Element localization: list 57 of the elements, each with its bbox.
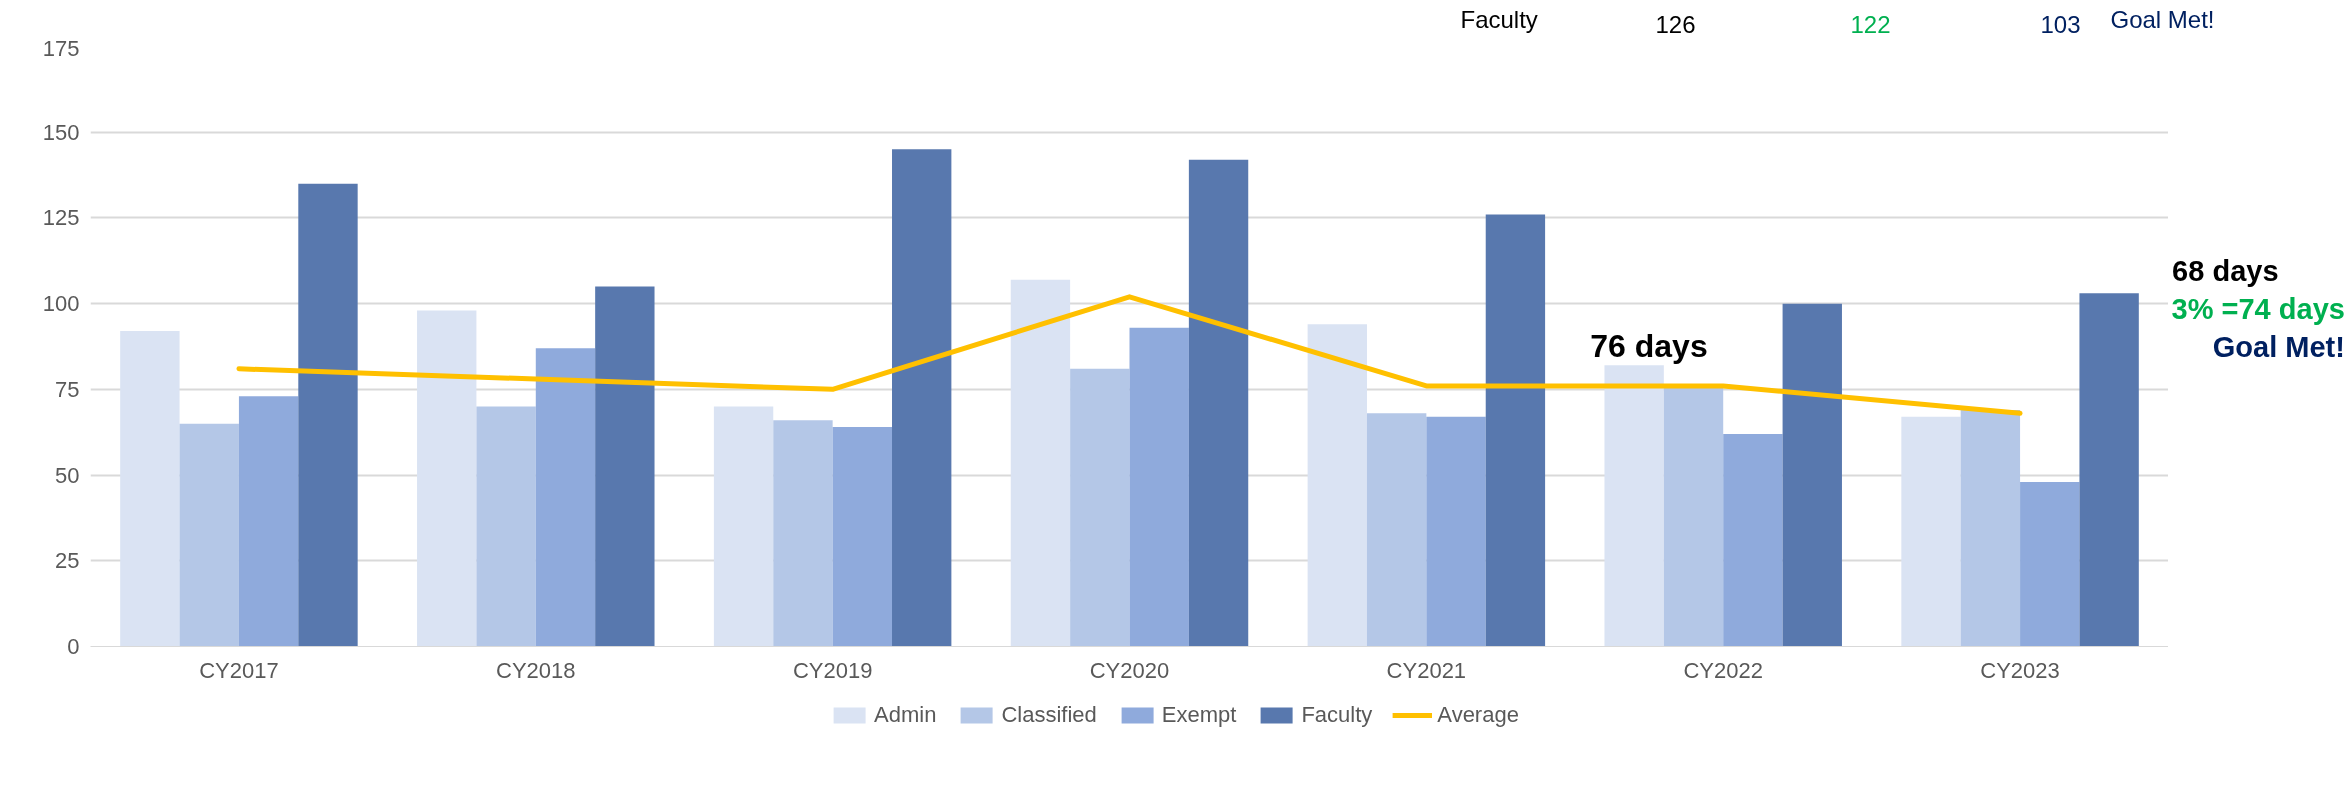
text: Faculty: [1460, 5, 1538, 33]
bar: [1070, 368, 1130, 647]
bar: [417, 310, 477, 647]
text: 103: [2040, 10, 2081, 38]
bar: [238, 396, 299, 647]
x-tick-label: CY2017: [199, 657, 279, 683]
x-tick-label: CY2019: [792, 657, 873, 683]
bar: [595, 286, 655, 647]
bar: [179, 423, 239, 647]
bar: [1485, 214, 1546, 647]
annotation: 76 days: [1590, 327, 1708, 364]
bar: [1188, 159, 1249, 647]
bar: [1604, 365, 1664, 647]
bar: [1426, 416, 1486, 647]
bar: [1960, 409, 2021, 647]
bar: [1663, 385, 1724, 647]
x-tick-label: CY2021: [1386, 657, 1467, 683]
bar: [713, 406, 774, 647]
y-tick-label: 125: [42, 205, 80, 231]
x-tick-label: CY2020: [1089, 657, 1170, 683]
text: Goal Met!: [2110, 5, 2215, 33]
text: 122: [1850, 10, 1891, 38]
bar: [1723, 433, 1783, 647]
bar: [1129, 327, 1189, 647]
legend-label: Exempt: [1161, 702, 1237, 728]
x-tick-label: CY2022: [1683, 657, 1763, 683]
legend-label: Average: [1437, 702, 1519, 728]
text: 3% =74 days: [2171, 292, 2345, 325]
bar: [2079, 293, 2139, 647]
x-tick-label: CY2023: [1980, 657, 2060, 683]
legend-label: Admin: [874, 702, 937, 728]
y-tick-label: 150: [42, 119, 80, 145]
y-tick-label: 175: [42, 35, 80, 61]
bar: [120, 331, 180, 647]
x-tick-label: CY2018: [496, 657, 576, 683]
y-tick-label: 50: [55, 462, 80, 488]
legend-label: Faculty: [1301, 702, 1373, 728]
bar: [1010, 279, 1071, 647]
bar: [1782, 303, 1842, 647]
text: 68 days: [2172, 254, 2279, 287]
bar: [2020, 481, 2080, 647]
text: 126: [1655, 10, 1696, 38]
bar: [773, 420, 833, 647]
bar: [832, 427, 893, 647]
bar: [298, 183, 358, 647]
bar: [1366, 413, 1427, 647]
y-tick-label: 25: [55, 548, 80, 574]
bar: [1307, 324, 1367, 647]
bar: [1901, 416, 1961, 647]
bar: [535, 348, 596, 647]
y-tick-label: 100: [42, 291, 80, 317]
legend-label: Classified: [1001, 702, 1097, 728]
bar: [892, 149, 952, 647]
y-tick-label: 75: [55, 376, 80, 402]
text: Goal Met!: [2212, 330, 2345, 363]
y-tick-label: 0: [67, 634, 80, 659]
bar: [476, 406, 536, 647]
